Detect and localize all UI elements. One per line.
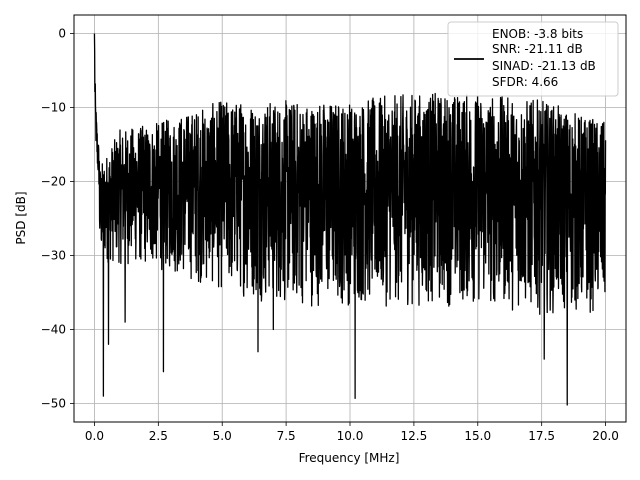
y-tick-label: −30 [41, 249, 66, 263]
x-tick-label: 20.0 [592, 429, 619, 443]
y-tick-label: −40 [41, 323, 66, 337]
y-axis-label: PSD [dB] [14, 191, 28, 244]
x-tick-label: 15.0 [464, 429, 491, 443]
legend-box [447, 21, 619, 97]
x-tick-label: 2.5 [149, 429, 168, 443]
psd-series-line [93, 33, 607, 406]
y-tick-label: 0 [58, 27, 66, 41]
y-tick-label: −20 [41, 175, 66, 189]
legend-sfdr-text: SFDR: 4.66 [492, 75, 558, 89]
x-axis-ticks: 0.0 2.5 5.0 7.5 10.0 12.5 15.0 17.5 20.0 [85, 422, 619, 443]
legend-snr-text: SNR: -21.11 dB [492, 42, 583, 56]
legend-sinad-text: SINAD: -21.13 dB [492, 59, 596, 73]
x-tick-label: 7.5 [277, 429, 296, 443]
legend: ENOB: -3.8 bits SNR: -21.11 dB SINAD: -2… [447, 21, 619, 97]
y-axis-ticks: 0 −10 −20 −30 −40 −50 [41, 27, 74, 411]
x-tick-label: 17.5 [528, 429, 555, 443]
x-axis-label: Frequency [MHz] [299, 451, 400, 465]
y-tick-label: −50 [41, 397, 66, 411]
x-tick-label: 5.0 [213, 429, 232, 443]
plot-area [93, 33, 607, 406]
legend-enob-text: ENOB: -3.8 bits [492, 27, 583, 41]
x-tick-label: 0.0 [85, 429, 104, 443]
y-tick-label: −10 [41, 101, 66, 115]
x-tick-label: 10.0 [337, 429, 364, 443]
x-tick-label: 12.5 [401, 429, 428, 443]
psd-trace [93, 33, 607, 406]
